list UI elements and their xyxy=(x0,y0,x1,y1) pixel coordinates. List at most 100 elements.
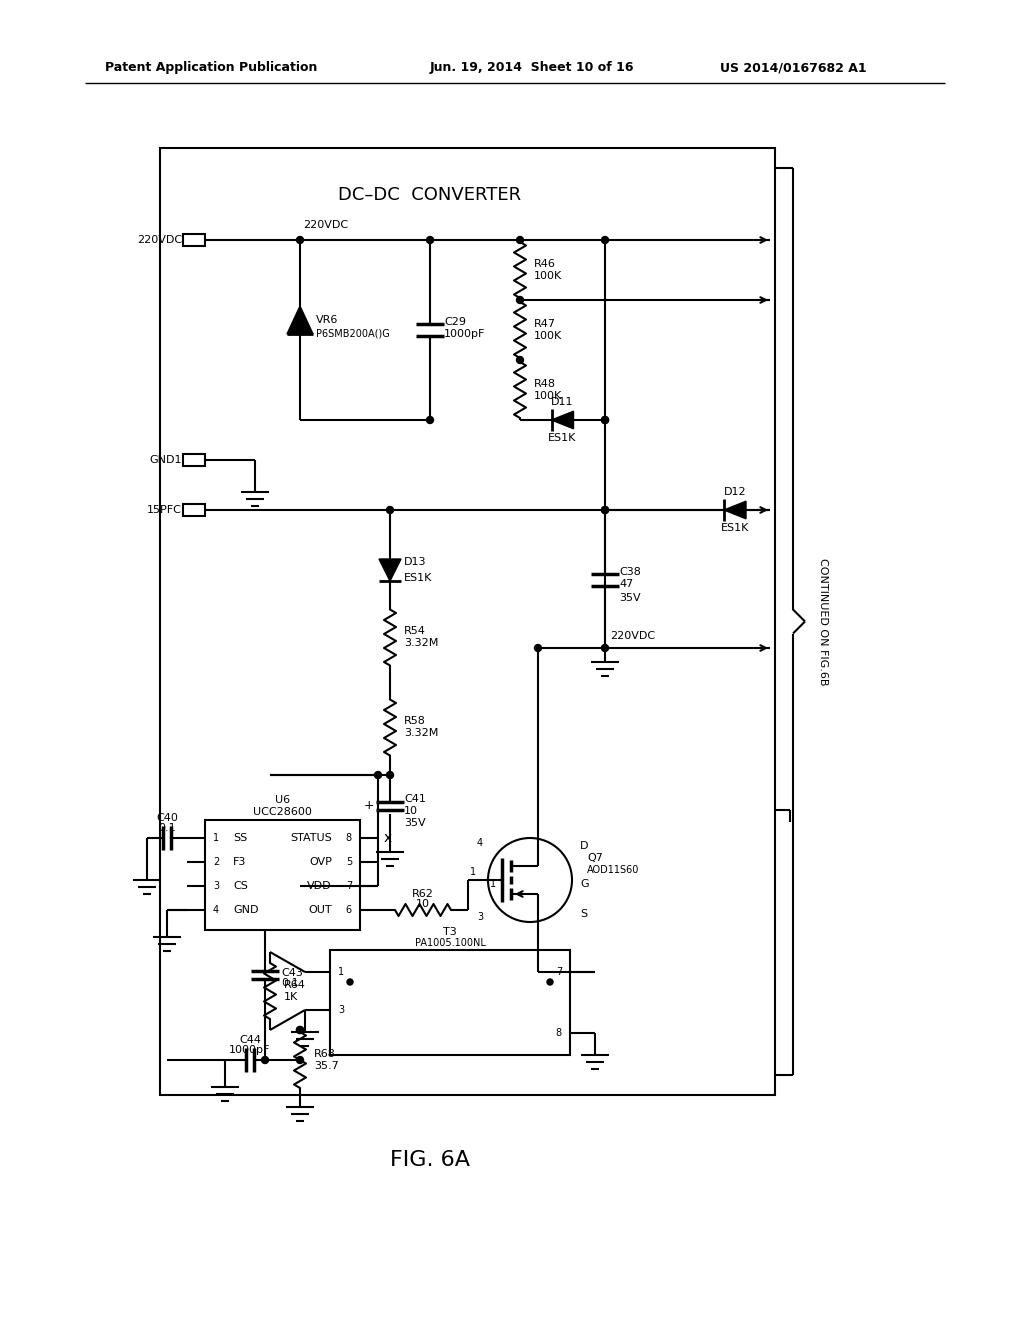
Text: 7: 7 xyxy=(556,968,562,977)
Text: 3.32M: 3.32M xyxy=(404,729,438,738)
Bar xyxy=(183,234,205,246)
Text: 100K: 100K xyxy=(534,391,562,401)
Text: U6: U6 xyxy=(274,795,290,805)
Text: 1K: 1K xyxy=(284,993,298,1002)
Text: 8: 8 xyxy=(556,1028,562,1038)
Circle shape xyxy=(427,417,433,424)
Text: 2: 2 xyxy=(213,857,219,867)
Text: 1000pF: 1000pF xyxy=(444,329,485,339)
Text: ES1K: ES1K xyxy=(404,573,432,583)
Text: VR6: VR6 xyxy=(316,315,338,325)
Text: 10: 10 xyxy=(404,807,418,817)
Text: 35V: 35V xyxy=(618,593,641,603)
Text: D12: D12 xyxy=(724,487,746,498)
Text: 220VDC: 220VDC xyxy=(137,235,182,246)
Bar xyxy=(183,504,205,516)
Circle shape xyxy=(516,356,523,363)
Bar xyxy=(205,820,360,931)
Text: R47: R47 xyxy=(534,319,556,329)
Circle shape xyxy=(386,771,393,779)
Text: 3.32M: 3.32M xyxy=(404,639,438,648)
Text: 1: 1 xyxy=(338,968,344,977)
Text: 5: 5 xyxy=(346,857,352,867)
Text: 220VDC: 220VDC xyxy=(303,220,348,230)
Circle shape xyxy=(547,979,553,985)
Text: Jun. 19, 2014  Sheet 10 of 16: Jun. 19, 2014 Sheet 10 of 16 xyxy=(430,62,635,74)
Text: FIG. 6A: FIG. 6A xyxy=(390,1150,470,1170)
Text: 0.1: 0.1 xyxy=(281,978,299,987)
Circle shape xyxy=(601,507,608,513)
Text: S: S xyxy=(580,909,587,919)
Text: R68: R68 xyxy=(314,1049,336,1059)
Text: R46: R46 xyxy=(534,259,556,269)
Text: 8: 8 xyxy=(346,833,352,843)
Text: 35.7: 35.7 xyxy=(314,1061,339,1071)
Circle shape xyxy=(297,236,303,243)
Circle shape xyxy=(516,297,523,304)
Text: 3: 3 xyxy=(477,912,483,921)
Text: 10: 10 xyxy=(416,899,430,909)
Text: 100K: 100K xyxy=(534,331,562,341)
Text: DC–DC  CONVERTER: DC–DC CONVERTER xyxy=(339,186,521,205)
Text: 4: 4 xyxy=(477,838,483,847)
Circle shape xyxy=(375,771,382,779)
Text: 6: 6 xyxy=(346,906,352,915)
Text: C44: C44 xyxy=(239,1035,261,1045)
Circle shape xyxy=(601,417,608,424)
Text: R54: R54 xyxy=(404,627,426,636)
Text: T3: T3 xyxy=(443,927,457,937)
Bar xyxy=(160,148,775,1096)
Text: 3: 3 xyxy=(213,880,219,891)
Text: VDD: VDD xyxy=(307,880,332,891)
Circle shape xyxy=(297,1027,303,1034)
Text: GND: GND xyxy=(233,906,258,915)
Text: 1: 1 xyxy=(490,879,496,888)
Text: D11: D11 xyxy=(551,397,573,407)
Circle shape xyxy=(386,507,393,513)
Circle shape xyxy=(601,507,608,513)
Text: C38: C38 xyxy=(618,568,641,577)
Text: CONTINUED ON FIG.6B: CONTINUED ON FIG.6B xyxy=(818,558,828,685)
Text: 1: 1 xyxy=(470,867,476,876)
Circle shape xyxy=(261,1056,268,1064)
Text: R62: R62 xyxy=(412,888,434,899)
Text: 220VDC: 220VDC xyxy=(610,631,655,642)
Circle shape xyxy=(601,644,608,652)
Polygon shape xyxy=(552,412,573,429)
Text: C29: C29 xyxy=(444,317,466,327)
Text: G: G xyxy=(580,879,589,888)
Text: 0.1: 0.1 xyxy=(158,822,176,833)
Text: C40: C40 xyxy=(156,813,178,822)
Circle shape xyxy=(347,979,353,985)
Text: 7: 7 xyxy=(346,880,352,891)
Text: P6SMB200A()G: P6SMB200A()G xyxy=(316,329,390,339)
Text: D13: D13 xyxy=(404,557,427,568)
Text: OUT: OUT xyxy=(308,906,332,915)
Text: Q7: Q7 xyxy=(587,853,603,863)
Text: PA1005.100NL: PA1005.100NL xyxy=(415,939,485,948)
Text: SS: SS xyxy=(233,833,247,843)
Text: C43: C43 xyxy=(281,968,303,978)
Text: 35V: 35V xyxy=(404,818,426,829)
Text: ES1K: ES1K xyxy=(548,433,577,444)
Text: R48: R48 xyxy=(534,379,556,389)
Text: OVP: OVP xyxy=(309,857,332,867)
Circle shape xyxy=(427,236,433,243)
Text: x: x xyxy=(384,832,392,845)
Text: 47: 47 xyxy=(618,579,633,589)
Text: 1000pF: 1000pF xyxy=(229,1045,270,1055)
Text: GND1: GND1 xyxy=(150,455,182,465)
Text: 4: 4 xyxy=(213,906,219,915)
Text: D: D xyxy=(580,841,589,851)
Circle shape xyxy=(297,1027,303,1034)
Polygon shape xyxy=(724,502,746,519)
Text: 3: 3 xyxy=(338,1005,344,1015)
Text: C41: C41 xyxy=(404,795,426,804)
Text: US 2014/0167682 A1: US 2014/0167682 A1 xyxy=(720,62,866,74)
Circle shape xyxy=(601,236,608,243)
Circle shape xyxy=(535,644,542,652)
Text: R64: R64 xyxy=(284,979,306,990)
Circle shape xyxy=(297,1056,303,1064)
Text: AOD11S60: AOD11S60 xyxy=(587,865,639,875)
Circle shape xyxy=(516,236,523,243)
